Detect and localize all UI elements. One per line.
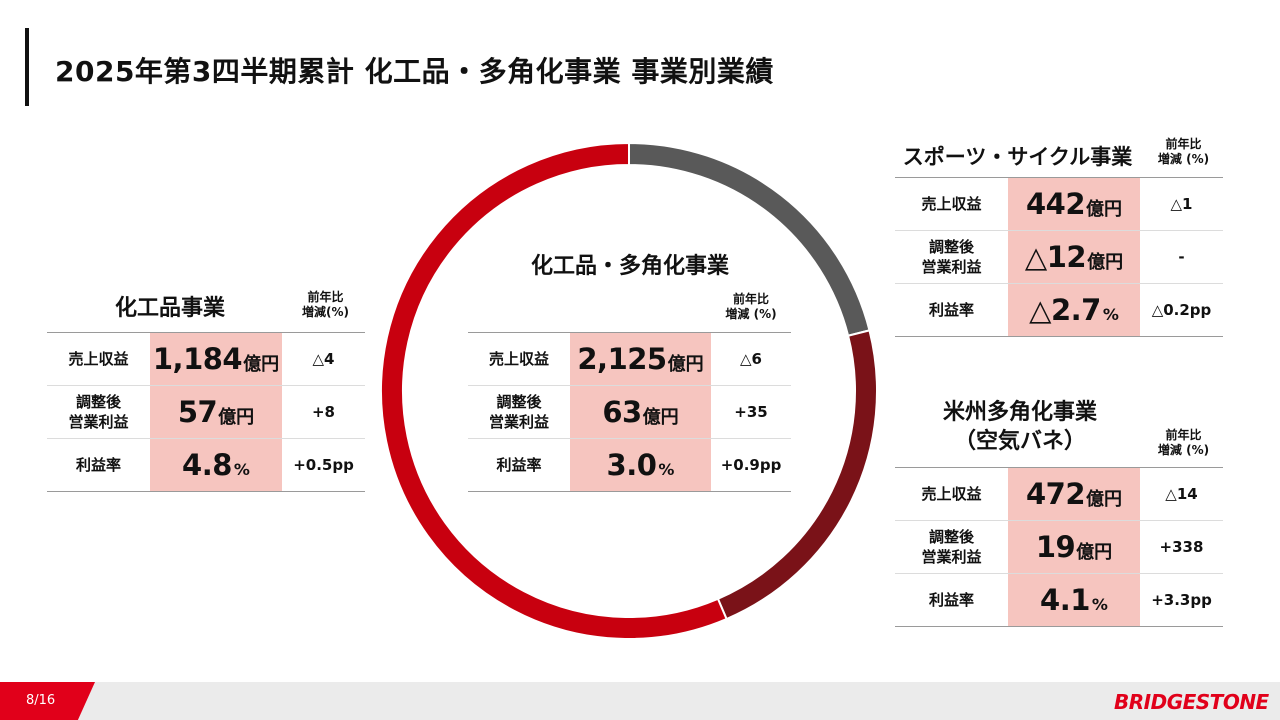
table-row: 調整後 営業利益 63 億円 +35 — [468, 386, 791, 439]
center-table: 売上収益 2,125 億円 △6 調整後 営業利益 63 億円 +35 利益率 3.0… — [468, 332, 791, 492]
title-accent-bar — [25, 28, 29, 106]
table-row: 調整後 営業利益 △12 億円 - — [895, 231, 1223, 284]
center-yoy-header: 前年比 増減 (%) — [725, 292, 777, 321]
page-title: 2025年第3四半期累計 化工品・多角化事業 事業別業績 — [55, 55, 774, 88]
top-right-yoy-header: 前年比 増減 (%) — [1157, 137, 1210, 166]
page-number-tab — [0, 682, 95, 720]
table-row: 売上収益 2,125 億円 △6 — [468, 333, 791, 386]
left-table: 売上収益 1,184 億円 △4 調整後 営業利益 57 億円 +8 利益率 4.8%… — [47, 332, 365, 492]
table-row: 調整後 営業利益 19 億円 +338 — [895, 521, 1223, 574]
bottom-right-table: 売上収益 472 億円 △14 調整後 営業利益 19 億円 +338 利益率 4.1… — [895, 467, 1223, 627]
table-row: 利益率 3.0% +0.9pp — [468, 439, 791, 492]
footer-bar — [0, 682, 1280, 720]
left-yoy-header: 前年比 増減(%) — [302, 290, 349, 319]
table-row: 売上収益 442 億円 △1 — [895, 178, 1223, 231]
table-row: 利益率 4.1% +3.3pp — [895, 574, 1223, 627]
top-right-table: 売上収益 442 億円 △1 調整後 営業利益 △12 億円 - 利益率 △2.7% … — [895, 177, 1223, 337]
table-row: 売上収益 1,184 億円 △4 — [47, 333, 365, 386]
table-row: 利益率 4.8% +0.5pp — [47, 439, 365, 492]
bridgestone-logo: BRIDGESTONE — [1114, 690, 1269, 714]
table-row: 売上収益 472 億円 △14 — [895, 468, 1223, 521]
page-number: 8/16 — [26, 693, 56, 708]
donut-slice-3 — [380, 141, 728, 640]
bottom-right-title: 米州多角化事業 （空気バネ） — [942, 400, 1097, 454]
table-row: 利益率 △2.7% △0.2pp — [895, 284, 1223, 337]
bottom-right-yoy-header: 前年比 増減 (%) — [1157, 428, 1210, 457]
top-right-title: スポーツ・サイクル事業 — [902, 145, 1133, 169]
center-title: 化工品・多角化事業 — [530, 254, 729, 279]
left-title: 化工品事業 — [114, 296, 225, 321]
table-row: 調整後 営業利益 57 億円 +8 — [47, 386, 365, 439]
